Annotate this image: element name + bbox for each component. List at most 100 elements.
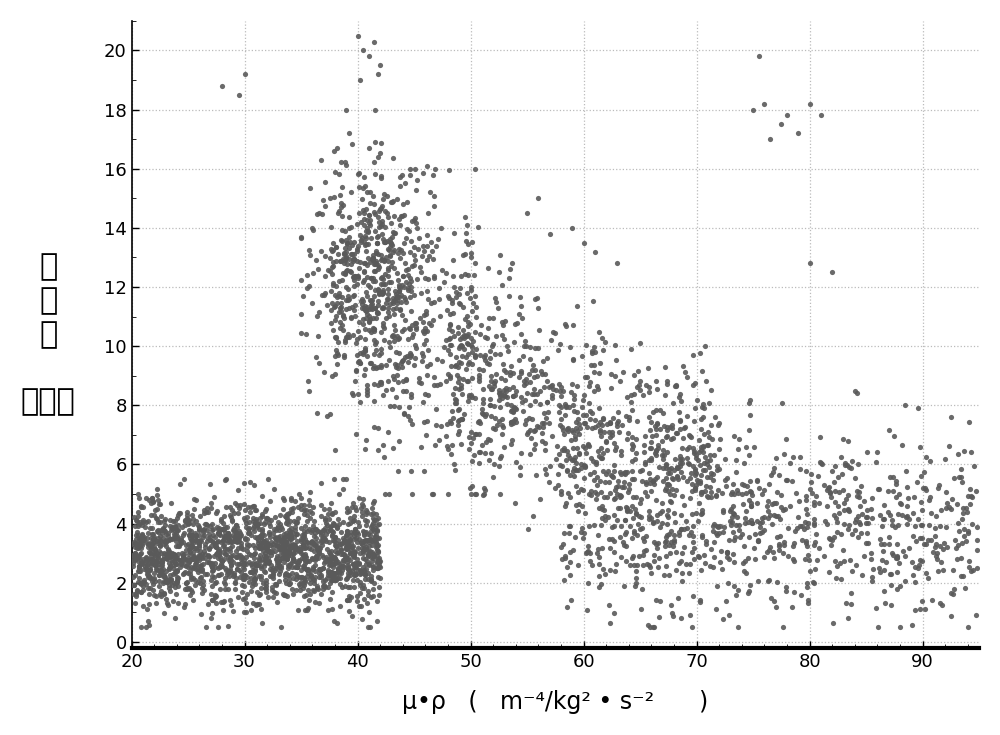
Point <box>317 574 333 586</box>
Point <box>370 259 386 270</box>
Point <box>599 444 615 456</box>
Point <box>854 569 870 581</box>
Point <box>317 270 333 282</box>
Point <box>609 420 625 431</box>
Point <box>216 553 232 564</box>
Point <box>234 586 250 598</box>
Point <box>204 607 220 619</box>
Point <box>373 254 389 266</box>
Point <box>351 492 367 504</box>
Point <box>557 318 573 330</box>
Point <box>219 531 235 542</box>
Point <box>340 290 356 301</box>
Point <box>190 519 206 531</box>
Point <box>256 560 272 572</box>
Point <box>291 545 307 556</box>
Point <box>178 539 194 551</box>
Point <box>275 539 291 551</box>
Point <box>839 459 855 471</box>
Point <box>582 405 598 417</box>
Point <box>449 369 465 381</box>
Point <box>234 552 250 564</box>
Point <box>751 482 767 494</box>
Point <box>368 528 384 540</box>
Point <box>658 531 674 542</box>
Point <box>576 459 592 470</box>
Point <box>152 539 168 551</box>
Point <box>648 429 664 441</box>
Point <box>426 272 442 284</box>
Point <box>155 553 171 565</box>
Point <box>910 514 926 526</box>
Point <box>960 527 976 539</box>
Point <box>247 531 263 543</box>
Point <box>609 514 625 526</box>
Point <box>798 503 814 514</box>
Point <box>204 535 220 547</box>
Point <box>304 536 320 548</box>
Point <box>419 254 435 266</box>
Point <box>204 570 220 582</box>
Point <box>507 390 523 401</box>
Point <box>326 567 342 579</box>
Point <box>367 265 383 277</box>
Point <box>373 376 389 387</box>
Point <box>377 488 393 500</box>
Point <box>383 259 399 271</box>
Point <box>290 604 306 616</box>
Point <box>752 521 768 533</box>
Point <box>703 419 719 431</box>
Point <box>244 560 260 572</box>
Point <box>385 295 401 306</box>
Point <box>224 514 240 526</box>
Point <box>258 503 274 514</box>
Point <box>376 451 392 463</box>
Point <box>692 347 708 359</box>
Point <box>381 244 397 256</box>
Point <box>707 411 723 423</box>
Point <box>330 572 346 584</box>
Point <box>372 376 388 388</box>
Point <box>655 462 671 474</box>
Point <box>640 619 656 631</box>
Point <box>150 551 166 563</box>
Point <box>773 501 789 512</box>
Point <box>954 513 970 525</box>
Point <box>338 234 354 245</box>
Point <box>326 551 342 562</box>
Point <box>724 512 740 523</box>
Point <box>313 530 329 542</box>
Point <box>383 237 399 249</box>
Point <box>141 570 157 581</box>
Point <box>443 339 459 351</box>
Point <box>127 570 143 581</box>
Point <box>426 296 442 308</box>
Point <box>356 219 372 231</box>
Point <box>964 518 980 530</box>
Point <box>245 514 261 526</box>
Point <box>356 303 372 315</box>
Point <box>332 573 348 584</box>
Point <box>327 506 343 517</box>
Point <box>850 509 866 521</box>
Point <box>606 509 622 521</box>
Point <box>332 600 348 612</box>
Point <box>836 498 852 509</box>
Point <box>365 549 381 561</box>
Point <box>262 495 278 507</box>
Point <box>247 548 263 559</box>
Point <box>395 385 411 397</box>
Point <box>154 528 170 539</box>
Point <box>569 425 585 437</box>
Point <box>485 338 501 350</box>
Point <box>281 531 297 542</box>
Point <box>271 555 287 567</box>
Point <box>335 473 351 485</box>
Point <box>169 564 185 576</box>
Point <box>779 475 795 487</box>
Point <box>504 404 520 416</box>
Point <box>408 218 424 229</box>
Point <box>657 537 673 548</box>
Point <box>130 576 146 588</box>
Point <box>326 614 342 626</box>
